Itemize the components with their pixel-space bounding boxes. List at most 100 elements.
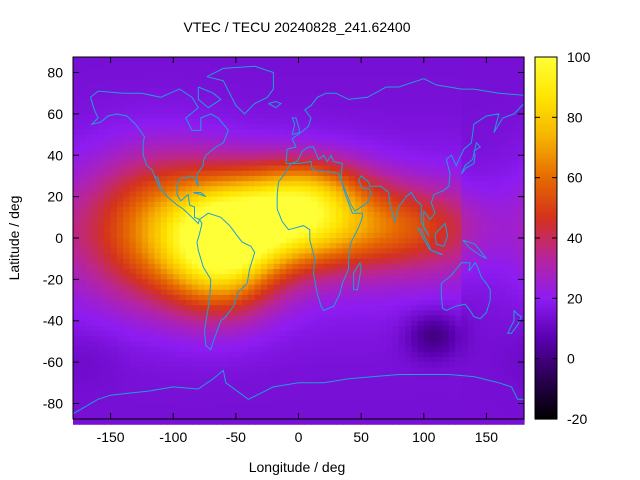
heat-cell — [298, 72, 306, 79]
heat-cell — [386, 212, 394, 218]
heat-cell — [123, 315, 130, 322]
heat-cell — [442, 88, 450, 94]
heat-cell — [179, 346, 187, 353]
heat-cell — [217, 305, 224, 311]
heat-cell — [398, 93, 406, 99]
heat-cell — [79, 346, 87, 353]
heat-cell — [198, 108, 206, 115]
heat-cell — [348, 222, 356, 229]
heat-cell — [235, 62, 243, 68]
heat-cell — [260, 160, 268, 167]
heat-cell — [260, 77, 268, 84]
heat-cell — [85, 398, 93, 405]
heat-cell — [154, 263, 162, 270]
heat-cell — [511, 119, 519, 125]
heat-cell — [423, 253, 431, 260]
heat-cell — [135, 82, 143, 89]
heat-cell — [154, 139, 162, 146]
heat-cell — [354, 139, 362, 146]
heat-cell — [367, 170, 375, 177]
heat-cell — [98, 243, 105, 249]
heat-cell — [342, 310, 350, 317]
heat-cell — [123, 67, 130, 74]
heat-cell — [473, 367, 481, 374]
heat-cell — [373, 269, 381, 275]
heat-cell — [480, 124, 488, 130]
heat-cell — [260, 279, 268, 286]
heat-cell — [304, 248, 312, 255]
heat-cell — [367, 181, 375, 187]
heat-cell — [198, 191, 206, 198]
heat-cell — [166, 98, 174, 105]
heat-cell — [398, 362, 406, 368]
heat-cell — [123, 186, 130, 193]
heat-cell — [129, 98, 137, 105]
heat-cell — [242, 248, 249, 255]
heat-cell — [123, 274, 130, 280]
heat-cell — [185, 377, 193, 384]
heat-cell — [235, 77, 243, 84]
heat-cell — [273, 77, 281, 84]
heat-cell — [192, 155, 199, 162]
heat-cell — [198, 160, 206, 167]
heat-cell — [285, 393, 293, 399]
heat-cell — [192, 253, 199, 260]
heat-cell — [135, 67, 143, 74]
heat-cell — [323, 289, 331, 296]
heat-cell — [135, 98, 143, 105]
heat-cell — [398, 367, 406, 374]
heat-cell — [498, 284, 506, 291]
heat-cell — [148, 294, 156, 301]
heat-cell — [235, 294, 243, 301]
heat-cell — [448, 227, 456, 234]
heat-cell — [223, 217, 231, 224]
heat-cell — [423, 289, 431, 296]
heat-cell — [273, 387, 281, 394]
heat-cell — [455, 98, 462, 105]
heat-cell — [135, 315, 143, 322]
heat-cell — [304, 181, 312, 187]
heat-cell — [373, 300, 381, 306]
heat-cell — [417, 134, 425, 141]
heat-cell — [91, 413, 99, 420]
heat-cell — [392, 201, 400, 208]
heat-cell — [173, 398, 181, 405]
heat-cell — [505, 57, 513, 63]
heat-cell — [436, 300, 444, 306]
heat-cell — [455, 408, 462, 415]
heat-cell — [517, 294, 525, 301]
heat-cell — [398, 284, 406, 291]
heat-cell — [461, 139, 469, 146]
heat-cell — [386, 217, 394, 224]
heat-cell — [98, 279, 105, 286]
heat-cell — [448, 98, 456, 105]
heat-cell — [473, 134, 481, 141]
heat-cell — [148, 165, 156, 172]
heat-cell — [367, 408, 375, 415]
heat-cell — [517, 377, 525, 384]
heat-cell — [116, 269, 124, 275]
heat-cell — [398, 206, 406, 213]
heat-cell — [473, 362, 481, 368]
heat-cell — [317, 119, 325, 125]
heat-cell — [392, 393, 400, 399]
heat-cell — [304, 113, 312, 120]
heat-cell — [166, 170, 174, 177]
heat-cell — [311, 124, 318, 130]
heat-cell — [430, 243, 437, 249]
heat-cell — [129, 398, 137, 405]
heat-cell — [260, 217, 268, 224]
heat-cell — [367, 372, 375, 379]
heat-cell — [455, 248, 462, 255]
heat-cell — [135, 191, 143, 198]
heat-cell — [392, 150, 400, 156]
heat-cell — [235, 346, 243, 353]
heat-cell — [398, 175, 406, 182]
heat-cell — [461, 279, 469, 286]
heat-cell — [79, 393, 87, 399]
heat-cell — [342, 253, 350, 260]
heat-cell — [135, 139, 143, 146]
heat-cell — [361, 305, 368, 311]
heat-cell — [173, 289, 181, 296]
heat-cell — [505, 77, 513, 84]
